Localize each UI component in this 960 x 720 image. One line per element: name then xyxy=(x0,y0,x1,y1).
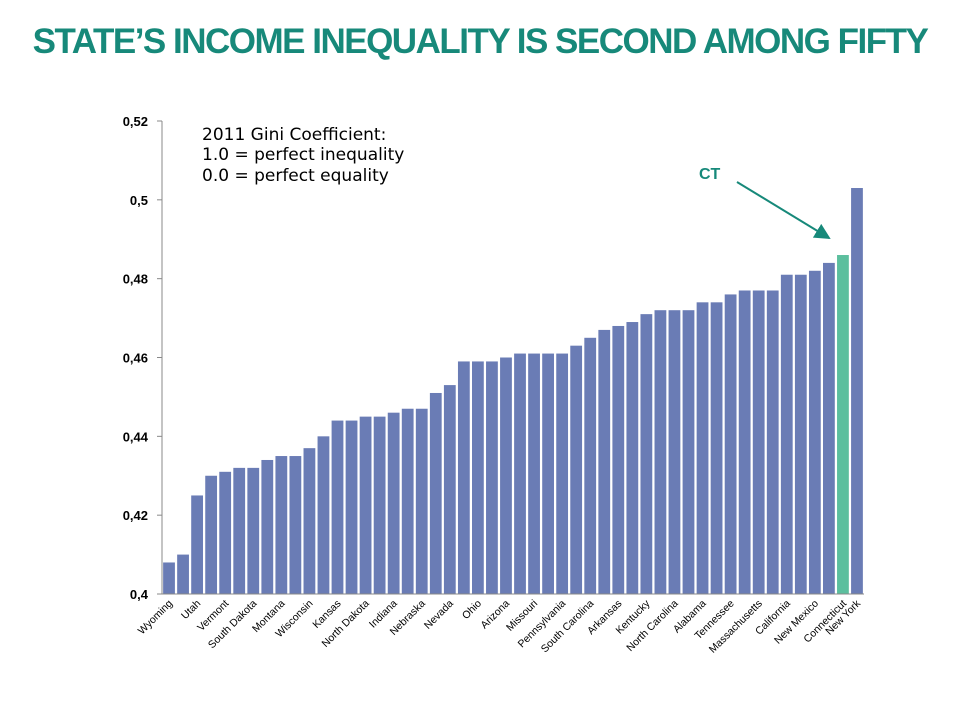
bar-unlabeled-33 xyxy=(626,322,639,594)
bar-unlabeled-15 xyxy=(373,416,386,594)
y-tick-label: 0,46 xyxy=(123,351,148,366)
bar-arkansas xyxy=(612,325,625,594)
bar-unlabeled-11 xyxy=(317,436,330,594)
bar-unlabeled-13 xyxy=(345,420,358,594)
bar-unlabeled-47 xyxy=(823,262,835,594)
annotation-line-1: 2011 Gini Coefficient: xyxy=(202,125,386,145)
bar-south-dakota xyxy=(247,467,260,594)
y-ticks-group: 0,4 0,42 0,44 0,46 0,48 0,5 0,52 xyxy=(123,114,162,602)
annotation-line-2: 1.0 = perfect inequality xyxy=(202,145,404,165)
bar-unlabeled-17 xyxy=(401,408,414,594)
y-tick-label: 0,48 xyxy=(123,272,148,287)
bar-unlabeled-23 xyxy=(486,361,498,594)
annotation-line-3: 0.0 = perfect equality xyxy=(202,166,389,186)
y-tick-label: 0,4 xyxy=(130,587,149,602)
bar-indiana xyxy=(387,412,400,594)
y-tick-label: 0,42 xyxy=(123,508,148,523)
bar-utah xyxy=(191,495,203,594)
bar-nebraska xyxy=(415,408,428,594)
bars-group xyxy=(163,188,863,594)
bar-unlabeled-39 xyxy=(710,302,723,594)
bar-wyoming xyxy=(163,562,175,594)
bar-tennessee xyxy=(724,294,737,594)
bar-unlabeled-9 xyxy=(289,456,302,594)
bar-unlabeled-37 xyxy=(682,310,695,594)
annotation-box: 2011 Gini Coefficient: 1.0 = perfect ine… xyxy=(202,125,404,186)
bar-unlabeled-27 xyxy=(542,353,554,594)
bar-unlabeled-43 xyxy=(766,290,779,594)
bar-north-dakota xyxy=(359,416,372,594)
slide-title: STATE’S INCOME INEQUALITY IS SECOND AMON… xyxy=(32,22,929,61)
x-tick-label: Utah xyxy=(179,598,203,622)
bar-unlabeled-41 xyxy=(738,290,751,594)
bar-unlabeled-29 xyxy=(570,345,583,594)
bar-south-carolina xyxy=(584,337,597,594)
bar-missouri xyxy=(528,353,540,594)
bar-arizona xyxy=(500,357,512,594)
callout-label-ct: CT xyxy=(699,166,721,183)
bar-unlabeled-25 xyxy=(514,353,526,594)
x-tick-label: Nevada xyxy=(422,598,456,632)
callout-arrow xyxy=(736,181,831,240)
y-tick-label: 0,52 xyxy=(123,114,148,129)
bar-unlabeled-45 xyxy=(794,274,807,594)
bar-kentucky xyxy=(640,314,653,594)
bar-unlabeled-19 xyxy=(429,392,442,594)
bar-montana xyxy=(275,456,288,594)
bar-nevada xyxy=(443,385,456,594)
y-tick-label: 0,5 xyxy=(130,193,148,208)
bar-ohio xyxy=(472,361,484,594)
bar-connecticut xyxy=(837,255,849,594)
bar-unlabeled-31 xyxy=(598,329,611,594)
bar-pennsylvania xyxy=(556,353,569,594)
bar-vermont xyxy=(219,471,232,594)
y-tick-label: 0,44 xyxy=(123,429,149,444)
bar-unlabeled-1 xyxy=(177,554,189,594)
bar-new-mexico xyxy=(808,270,821,594)
bar-unlabeled-3 xyxy=(205,475,218,594)
bar-alabama xyxy=(696,302,709,594)
x-tick-label: Wyoming xyxy=(136,598,175,637)
x-tick-label: Ohio xyxy=(460,598,484,622)
bar-california xyxy=(780,274,793,594)
bar-unlabeled-7 xyxy=(261,459,274,594)
bar-unlabeled-21 xyxy=(457,361,470,594)
bar-massachusetts xyxy=(752,290,765,594)
bar-new-york xyxy=(851,188,863,594)
bar-unlabeled-5 xyxy=(233,467,246,594)
bar-north-carolina xyxy=(668,310,681,594)
bar-kansas xyxy=(331,420,344,594)
bar-wisconsin xyxy=(303,448,316,594)
bar-unlabeled-35 xyxy=(654,310,667,594)
